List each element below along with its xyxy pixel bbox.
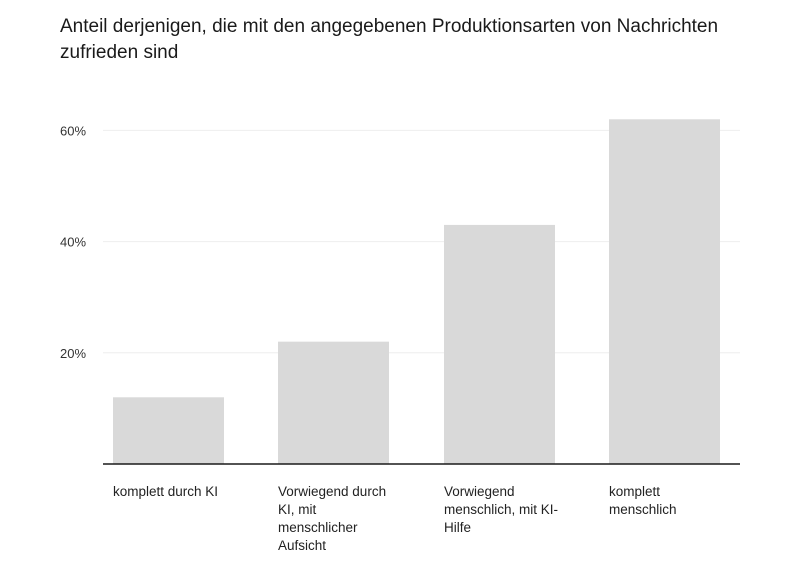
y-tick-label: 20% (60, 346, 86, 361)
bars (113, 119, 720, 464)
y-tick-label: 60% (60, 123, 86, 138)
chart-title: Anteil derjenigen, die mit den angegeben… (60, 16, 719, 63)
bar (444, 224, 555, 464)
y-axis-ticks: 20% 40% 60% (60, 123, 86, 360)
category-label: Vorwiegend durch KI, mit menschlicher Au… (278, 484, 387, 553)
category-label: komplett durch KI (113, 484, 219, 499)
bar (278, 341, 389, 464)
bar (609, 119, 720, 464)
category-label: Vorwiegend menschlich, mit KI-Hilfe (444, 484, 559, 535)
bar (113, 397, 224, 464)
y-tick-label: 40% (60, 235, 86, 250)
category-label: komplett menschlich (609, 484, 677, 517)
